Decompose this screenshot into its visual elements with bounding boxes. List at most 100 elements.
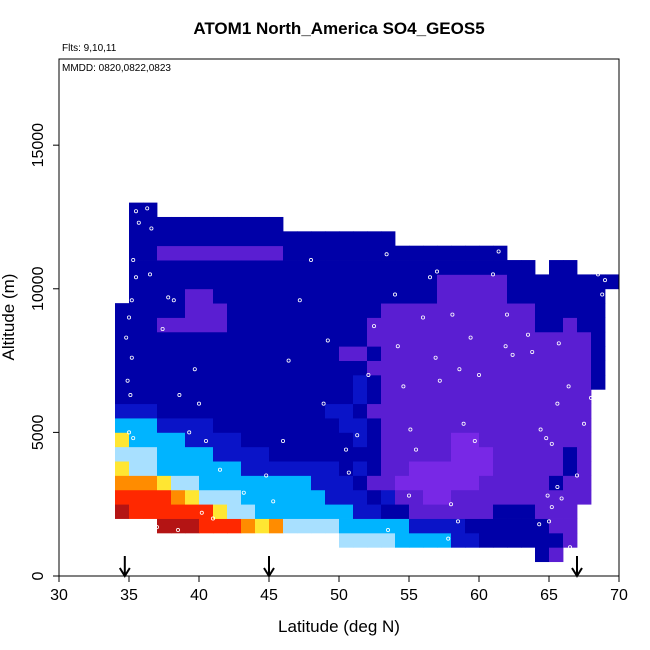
heatmap-cell <box>479 461 494 476</box>
heatmap-cell <box>199 274 214 290</box>
heatmap-cell <box>185 461 200 476</box>
heatmap-cell <box>353 331 368 347</box>
heatmap-cell <box>339 274 354 290</box>
heatmap-cell <box>325 317 340 333</box>
heatmap-cell <box>311 432 326 448</box>
marker-point <box>308 258 313 263</box>
heatmap-cell <box>241 475 256 491</box>
heatmap-cell <box>213 403 228 419</box>
heatmap-cell <box>115 389 130 405</box>
heatmap-cell <box>171 360 186 376</box>
heatmap-cell <box>437 331 452 347</box>
heatmap-cell <box>493 403 508 419</box>
heatmap-cell <box>423 331 438 347</box>
heatmap-cell <box>241 274 256 290</box>
heatmap-cell <box>283 475 298 491</box>
heatmap-cell <box>381 504 396 519</box>
heatmap-cell <box>451 317 466 333</box>
heatmap-cell <box>493 317 508 333</box>
heatmap-cell <box>353 317 368 333</box>
heatmap-cell <box>451 446 466 462</box>
heatmap-cell <box>283 418 298 433</box>
heatmap-cell <box>115 432 130 448</box>
heatmap-cell <box>367 303 382 318</box>
heatmap-cell <box>521 475 536 491</box>
heatmap-cell <box>381 461 396 476</box>
heatmap-cell <box>213 389 228 405</box>
heatmap-cell <box>479 432 494 448</box>
heatmap-cell <box>465 461 480 476</box>
heatmap-cell <box>577 274 592 290</box>
heatmap-cell <box>367 274 382 290</box>
heatmap-cell <box>577 331 592 347</box>
marker-point <box>596 272 601 277</box>
heatmap-cell <box>311 403 326 419</box>
heatmap-cell <box>493 303 508 318</box>
heatmap-cell <box>227 346 242 361</box>
heatmap-cell <box>213 374 228 390</box>
heatmap-cell <box>185 331 200 347</box>
heatmap-cell <box>507 346 522 361</box>
heatmap-cell <box>115 331 130 347</box>
heatmap-cell <box>325 461 340 476</box>
heatmap-cell <box>451 403 466 419</box>
heatmap-cell <box>157 489 172 505</box>
heatmap-cell <box>241 360 256 376</box>
heatmap-cell <box>185 504 200 519</box>
heatmap-cell <box>451 389 466 405</box>
heatmap-cell <box>591 303 606 318</box>
heatmap-cell <box>115 461 130 476</box>
heatmap-cell <box>437 432 452 448</box>
heatmap-cell <box>381 231 396 247</box>
heatmap-cell <box>479 303 494 318</box>
heatmap-cell <box>521 274 536 290</box>
marker-point <box>127 315 132 320</box>
heatmap-cell <box>563 518 578 534</box>
marker-point <box>556 341 561 346</box>
heatmap-cell <box>325 432 340 448</box>
heatmap-cell <box>297 288 312 304</box>
heatmap-cell <box>451 374 466 390</box>
heatmap-cell <box>325 346 340 361</box>
marker-point <box>133 275 138 280</box>
heatmap-cell <box>255 303 270 318</box>
heatmap-cell <box>535 432 550 448</box>
heatmap-cell <box>255 446 270 462</box>
heatmap-cell <box>143 303 158 318</box>
flight-arrows <box>118 556 583 578</box>
marker-point <box>346 470 351 475</box>
heatmap-cell <box>227 374 242 390</box>
heatmap-cell <box>465 274 480 290</box>
heatmap-cell <box>171 346 186 361</box>
heatmap-cell <box>185 446 200 462</box>
heatmap-cell <box>395 331 410 347</box>
heatmap-cell <box>423 403 438 419</box>
heatmap-cell <box>227 418 242 433</box>
marker-point <box>545 493 550 498</box>
heatmap-cell <box>493 489 508 505</box>
marker-point <box>128 393 133 398</box>
heatmap-cell <box>255 216 270 232</box>
heatmap-cell <box>549 331 564 347</box>
heatmap-cell <box>465 374 480 390</box>
heatmap-cell <box>563 475 578 491</box>
heatmap-cell <box>423 461 438 476</box>
heatmap-cell <box>507 274 522 290</box>
marker-point <box>154 525 159 530</box>
heatmap-cell <box>283 331 298 347</box>
heatmap-cell <box>381 389 396 405</box>
y-tick-label: 10000 <box>30 266 47 311</box>
marker-point <box>433 355 438 360</box>
heatmap-cell <box>535 489 550 505</box>
heatmap-cell <box>185 518 200 534</box>
heatmap-cell <box>241 260 256 275</box>
marker-point <box>510 352 515 357</box>
heatmap-cell <box>423 518 438 534</box>
marker-point <box>503 344 508 349</box>
heatmap-cell <box>143 504 158 519</box>
heatmap-cell <box>171 317 186 333</box>
marker-point <box>124 335 129 340</box>
heatmap-cell <box>157 245 172 261</box>
heatmap-cell <box>185 288 200 304</box>
